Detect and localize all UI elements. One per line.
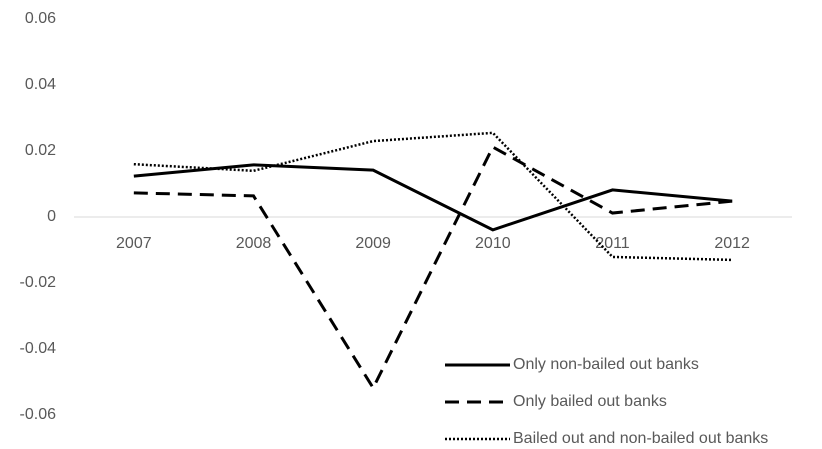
x-tick-label: 2007 xyxy=(116,235,152,252)
legend-label: Bailed out and non-bailed out banks xyxy=(513,430,768,447)
y-tick-label: -0.02 xyxy=(20,274,57,291)
x-tick-label: 2010 xyxy=(475,235,511,252)
x-tick-label: 2009 xyxy=(355,235,391,252)
y-tick-label: -0.06 xyxy=(20,406,57,423)
x-tick-label: 2012 xyxy=(714,235,750,252)
y-tick-label: 0 xyxy=(47,208,56,225)
legend-label: Only bailed out banks xyxy=(513,393,667,410)
series-line xyxy=(133,144,733,392)
y-tick-label: 0.06 xyxy=(25,10,56,27)
y-tick-label: -0.04 xyxy=(20,340,57,357)
legend-label: Only non-bailed out banks xyxy=(513,356,699,373)
y-tick-label: 0.04 xyxy=(25,76,56,93)
x-tick-label: 2008 xyxy=(236,235,272,252)
y-tick-label: 0.02 xyxy=(25,142,56,159)
x-tick-label: 2011 xyxy=(595,235,630,252)
series-line xyxy=(133,163,733,232)
